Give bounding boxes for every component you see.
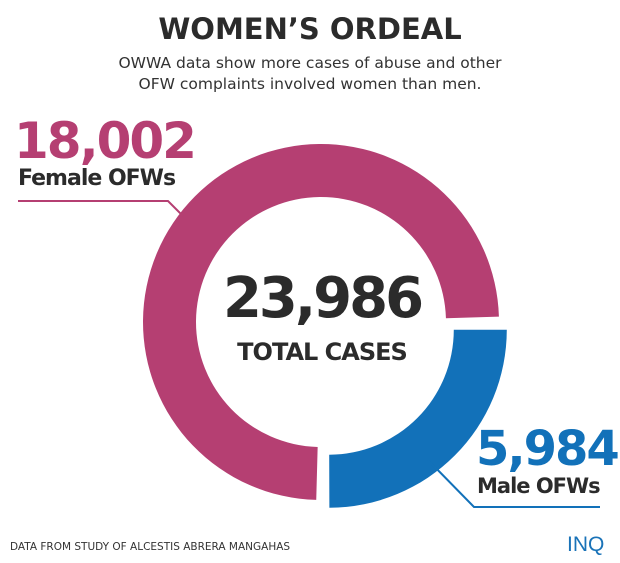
chart-title: WOMEN’S ORDEAL: [158, 12, 462, 46]
subtitle-line: OWWA data show more cases of abuse and o…: [118, 54, 502, 72]
leader-line-female: [18, 200, 184, 217]
subtitle-line: OFW complaints involved women than men.: [138, 75, 482, 93]
chart-subtitle: OWWA data show more cases of abuse and o…: [0, 53, 620, 95]
female-value: 18,002: [14, 112, 197, 170]
female-label: Female OFWs: [18, 166, 176, 191]
male-label: Male OFWs: [477, 474, 601, 498]
leader-line-male: [427, 459, 600, 508]
source-note: DATA FROM STUDY OF ALCESTIS ABRERA MANGA…: [10, 541, 291, 553]
slice-male: [329, 329, 507, 508]
center-total-value: 23,986: [222, 266, 424, 331]
center-total-label: TOTAL CASES: [237, 338, 408, 366]
slice-female: [143, 144, 499, 500]
inq-logo: INQ: [567, 533, 605, 556]
male-value: 5,984: [476, 421, 620, 477]
